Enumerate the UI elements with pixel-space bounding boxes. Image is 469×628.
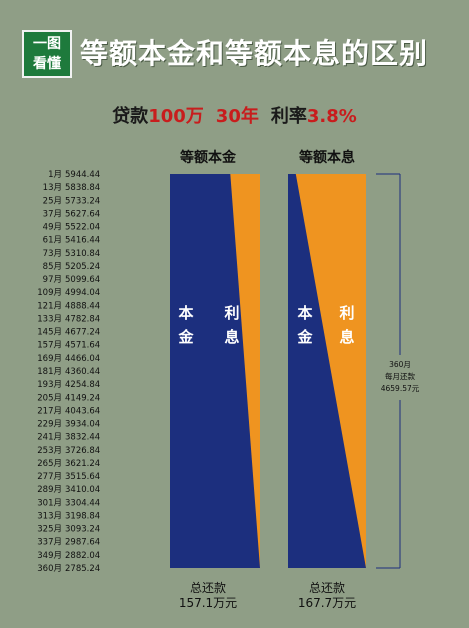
right-principal-label-2: 金 — [296, 328, 313, 346]
schedule-month-label: 37月 — [43, 209, 62, 219]
schedule-payment-label: 3726.84 — [65, 446, 100, 456]
loan-conditions: 贷款100万 30年 利率3.8% — [0, 102, 469, 128]
schedule-payment-label: 5416.44 — [65, 236, 100, 246]
schedule-month-label: 349月 — [37, 551, 62, 561]
logo-line-2: 看懂 — [33, 56, 61, 72]
left-principal-label-2: 金 — [177, 328, 194, 346]
schedule-month-label: 181月 — [37, 367, 62, 377]
schedule-payment-label: 4360.44 — [65, 367, 100, 377]
schedule-month-label: 73月 — [43, 249, 62, 259]
right-total-value: 167.7万元 — [298, 596, 356, 610]
schedule-month-label: 193月 — [37, 380, 62, 390]
schedule-month-label: 85月 — [43, 262, 62, 272]
right-chart-interest-area — [295, 174, 366, 568]
term-value: 30年 — [215, 106, 259, 127]
schedule-month-label: 289月 — [37, 485, 62, 495]
schedule-month-label: 205月 — [37, 393, 62, 403]
left-chart-principal-area — [170, 174, 218, 568]
schedule-payment-label: 2987.64 — [65, 538, 100, 548]
schedule-month-label: 265月 — [37, 459, 62, 469]
annotation-monthly-label: 每月还款 — [385, 371, 415, 381]
schedule-payment-label: 4254.84 — [65, 380, 100, 390]
schedule-payment-label: 5838.84 — [65, 183, 100, 193]
loan-label: 贷款 — [112, 106, 149, 127]
schedule-month-label: 61月 — [43, 236, 62, 246]
logo: 一图 看懂 — [22, 30, 72, 78]
schedule-payment-label: 5099.64 — [65, 275, 100, 285]
right-interest-label-2: 息 — [339, 328, 354, 346]
schedule-month-label: 277月 — [37, 472, 62, 482]
schedule-payment-label: 2785.24 — [65, 564, 100, 574]
schedule-month-label: 325月 — [37, 525, 62, 535]
schedule-month-label: 360月 — [37, 564, 62, 574]
schedule-payment-label: 4466.04 — [65, 354, 100, 364]
schedule-month-label: 97月 — [43, 275, 62, 285]
schedule-month-label: 1月 — [48, 170, 62, 180]
schedule-payment-label: 3515.64 — [65, 472, 100, 482]
schedule-month-label: 229月 — [37, 420, 62, 430]
schedule-month-label: 109月 — [37, 288, 62, 298]
schedule-payment-label: 3832.44 — [65, 433, 100, 443]
loan-value: 100万 — [148, 106, 204, 127]
schedule-month-label: 337月 — [37, 538, 62, 548]
rate-value: 3.8% — [306, 106, 357, 127]
schedule-payment-label: 5944.44 — [65, 170, 100, 180]
schedule-payment-label: 3410.04 — [65, 485, 100, 495]
schedule-payment-label: 4571.64 — [65, 341, 100, 351]
schedule-payment-label: 5205.24 — [65, 262, 100, 272]
schedule-payment-label: 4677.24 — [65, 328, 100, 338]
schedule-payment-label: 3093.24 — [65, 525, 100, 535]
schedule-payment-label: 3198.84 — [65, 511, 100, 521]
right-principal-label-1: 本 — [297, 304, 312, 322]
schedule-payment-label: 3621.24 — [65, 459, 100, 469]
schedule-payment-label: 5733.24 — [65, 196, 100, 206]
left-total-label: 总还款 — [190, 581, 226, 595]
schedule-payment-label: 4888.44 — [65, 301, 100, 311]
schedule-payment-label: 5522.04 — [65, 223, 100, 233]
left-principal-label-1: 本 — [178, 304, 193, 322]
schedule-payment-label: 4782.84 — [65, 314, 100, 324]
left-interest-label-1: 利 — [224, 304, 239, 322]
schedule-payment-label: 5310.84 — [65, 249, 100, 259]
annotation-months: 360月 — [389, 360, 411, 369]
schedule-month-label: 145月 — [37, 328, 62, 338]
schedule-payment-label: 2882.04 — [65, 551, 100, 561]
schedule-payment-label: 5627.64 — [65, 209, 100, 219]
right-interest-label-1: 利 — [339, 304, 354, 322]
logo-line-1: 一图 — [33, 36, 61, 52]
schedule-month-label: 121月 — [37, 301, 62, 311]
left-total-value: 157.1万元 — [179, 596, 237, 610]
schedule-payment-label: 4043.64 — [65, 406, 100, 416]
schedule-month-label: 25月 — [43, 196, 62, 206]
schedule-month-label: 253月 — [37, 446, 62, 456]
schedule-month-label: 133月 — [37, 314, 62, 324]
right-total-label: 总还款 — [309, 581, 345, 595]
schedule-payment-label: 3934.04 — [65, 420, 100, 430]
schedule-payment-label: 4149.24 — [65, 393, 100, 403]
left-chart-interest-area — [230, 174, 260, 568]
page-title: 等额本金和等额本息的区别 — [80, 37, 429, 70]
annotation-monthly-value: 4659.57元 — [381, 384, 420, 393]
schedule-month-label: 313月 — [37, 511, 62, 521]
schedule-month-label: 217月 — [37, 406, 62, 416]
schedule-month-label: 241月 — [37, 433, 62, 443]
schedule-month-label: 169月 — [37, 354, 62, 364]
schedule-month-label: 49月 — [43, 223, 62, 233]
left-chart-title: 等额本金 — [180, 149, 237, 166]
schedule-month-label: 301月 — [37, 498, 62, 508]
schedule-payment-label: 4994.04 — [65, 288, 100, 298]
left-interest-label-2: 息 — [224, 328, 239, 346]
right-chart-title: 等额本息 — [299, 149, 355, 166]
rate-label: 利率 — [270, 106, 307, 127]
schedule-payment-label: 3304.44 — [65, 498, 100, 508]
schedule-month-label: 13月 — [43, 183, 62, 193]
schedule-month-label: 157月 — [37, 341, 62, 351]
